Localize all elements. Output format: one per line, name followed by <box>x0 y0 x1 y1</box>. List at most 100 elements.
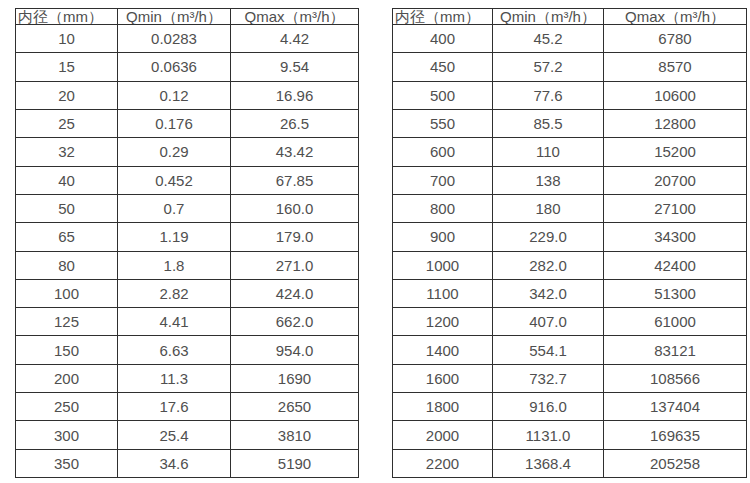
table-row: 45057.28570 <box>393 53 747 81</box>
table-row: 400.45267.85 <box>16 166 359 194</box>
diameter-cell: 450 <box>393 53 493 81</box>
table-row: 20011.31690 <box>16 364 359 392</box>
qmax-cell: 1690 <box>231 364 359 392</box>
table-row: 25017.62650 <box>16 393 359 421</box>
table-row: 801.8271.0 <box>16 251 359 279</box>
diameter-cell: 1600 <box>393 364 493 392</box>
page: { "colors": { "background": "#ffffff", "… <box>0 0 750 483</box>
qmax-cell: 15200 <box>604 138 747 166</box>
diameter-cell: 250 <box>16 393 118 421</box>
qmax-cell: 16.96 <box>231 81 359 109</box>
column-header: Qmax（m³/h） <box>231 9 359 25</box>
qmin-cell: 0.7 <box>118 194 231 222</box>
table-row: 900229.034300 <box>393 223 747 251</box>
table-row: 30025.43810 <box>16 421 359 449</box>
qmin-cell: 25.4 <box>118 421 231 449</box>
qmin-cell: 77.6 <box>493 81 604 109</box>
diameter-cell: 20 <box>16 81 118 109</box>
qmax-cell: 83121 <box>604 336 747 364</box>
table-row: 1800916.0137404 <box>393 393 747 421</box>
qmin-cell: 0.12 <box>118 81 231 109</box>
diameter-cell: 800 <box>393 194 493 222</box>
qmax-cell: 160.0 <box>231 194 359 222</box>
table-row: 55085.512800 <box>393 109 747 137</box>
diameter-cell: 125 <box>16 308 118 336</box>
diameter-cell: 2200 <box>393 449 493 477</box>
diameter-cell: 25 <box>16 109 118 137</box>
table-row: 35034.65190 <box>16 449 359 477</box>
table-row: 50077.610600 <box>393 81 747 109</box>
diameter-cell: 550 <box>393 109 493 137</box>
diameter-cell: 1200 <box>393 308 493 336</box>
qmax-cell: 20700 <box>604 166 747 194</box>
table-row: 1100342.051300 <box>393 279 747 307</box>
qmin-cell: 916.0 <box>493 393 604 421</box>
diameter-cell: 40 <box>16 166 118 194</box>
qmax-cell: 51300 <box>604 279 747 307</box>
table-row: 150.06369.54 <box>16 53 359 81</box>
qmax-cell: 43.42 <box>231 138 359 166</box>
diameter-cell: 65 <box>16 223 118 251</box>
diameter-cell: 1100 <box>393 279 493 307</box>
qmin-cell: 138 <box>493 166 604 194</box>
qmax-cell: 954.0 <box>231 336 359 364</box>
table-row: 250.17626.5 <box>16 109 359 137</box>
diameter-cell: 600 <box>393 138 493 166</box>
table-row: 100.02834.42 <box>16 25 359 53</box>
qmin-cell: 1.19 <box>118 223 231 251</box>
qmin-cell: 1.8 <box>118 251 231 279</box>
qmax-cell: 424.0 <box>231 279 359 307</box>
column-header: Qmin（m³/h） <box>493 9 604 25</box>
qmin-cell: 6.63 <box>118 336 231 364</box>
qmax-cell: 10600 <box>604 81 747 109</box>
table-row: 1002.82424.0 <box>16 279 359 307</box>
diameter-cell: 300 <box>16 421 118 449</box>
diameter-cell: 1000 <box>393 251 493 279</box>
qmax-cell: 9.54 <box>231 53 359 81</box>
qmin-cell: 407.0 <box>493 308 604 336</box>
table-row: 500.7160.0 <box>16 194 359 222</box>
table-row: 22001368.4205258 <box>393 449 747 477</box>
qmin-cell: 57.2 <box>493 53 604 81</box>
diameter-cell: 2000 <box>393 421 493 449</box>
qmax-cell: 12800 <box>604 109 747 137</box>
diameter-cell: 350 <box>16 449 118 477</box>
table-row: 1400554.183121 <box>393 336 747 364</box>
qmax-cell: 42400 <box>604 251 747 279</box>
qmax-cell: 169635 <box>604 421 747 449</box>
diameter-cell: 15 <box>16 53 118 81</box>
qmax-cell: 6780 <box>604 25 747 53</box>
diameter-cell: 150 <box>16 336 118 364</box>
qmax-cell: 179.0 <box>231 223 359 251</box>
qmax-cell: 2650 <box>231 393 359 421</box>
qmax-cell: 205258 <box>604 449 747 477</box>
qmax-cell: 8570 <box>604 53 747 81</box>
qmin-cell: 180 <box>493 194 604 222</box>
qmin-cell: 229.0 <box>493 223 604 251</box>
qmax-cell: 67.85 <box>231 166 359 194</box>
table-row: 1600732.7108566 <box>393 364 747 392</box>
table-row: 60011015200 <box>393 138 747 166</box>
qmax-cell: 271.0 <box>231 251 359 279</box>
qmax-cell: 108566 <box>604 364 747 392</box>
qmin-cell: 0.29 <box>118 138 231 166</box>
table-row: 1000282.042400 <box>393 251 747 279</box>
diameter-cell: 1800 <box>393 393 493 421</box>
diameter-cell: 32 <box>16 138 118 166</box>
qmax-cell: 61000 <box>604 308 747 336</box>
qmax-cell: 4.42 <box>231 25 359 53</box>
qmin-cell: 2.82 <box>118 279 231 307</box>
table-row: 1506.63954.0 <box>16 336 359 364</box>
qmin-cell: 732.7 <box>493 364 604 392</box>
qmin-cell: 34.6 <box>118 449 231 477</box>
table-row: 1254.41662.0 <box>16 308 359 336</box>
qmin-cell: 17.6 <box>118 393 231 421</box>
qmin-cell: 110 <box>493 138 604 166</box>
column-header: Qmax（m³/h） <box>604 9 747 25</box>
qmin-cell: 0.0283 <box>118 25 231 53</box>
table-row: 320.2943.42 <box>16 138 359 166</box>
table-row: 651.19179.0 <box>16 223 359 251</box>
diameter-cell: 200 <box>16 364 118 392</box>
flow-range-table-large-diameters: 内径（mm）Qmin（m³/h）Qmax（m³/h） 40045.2678045… <box>392 8 747 478</box>
table-row: 40045.26780 <box>393 25 747 53</box>
